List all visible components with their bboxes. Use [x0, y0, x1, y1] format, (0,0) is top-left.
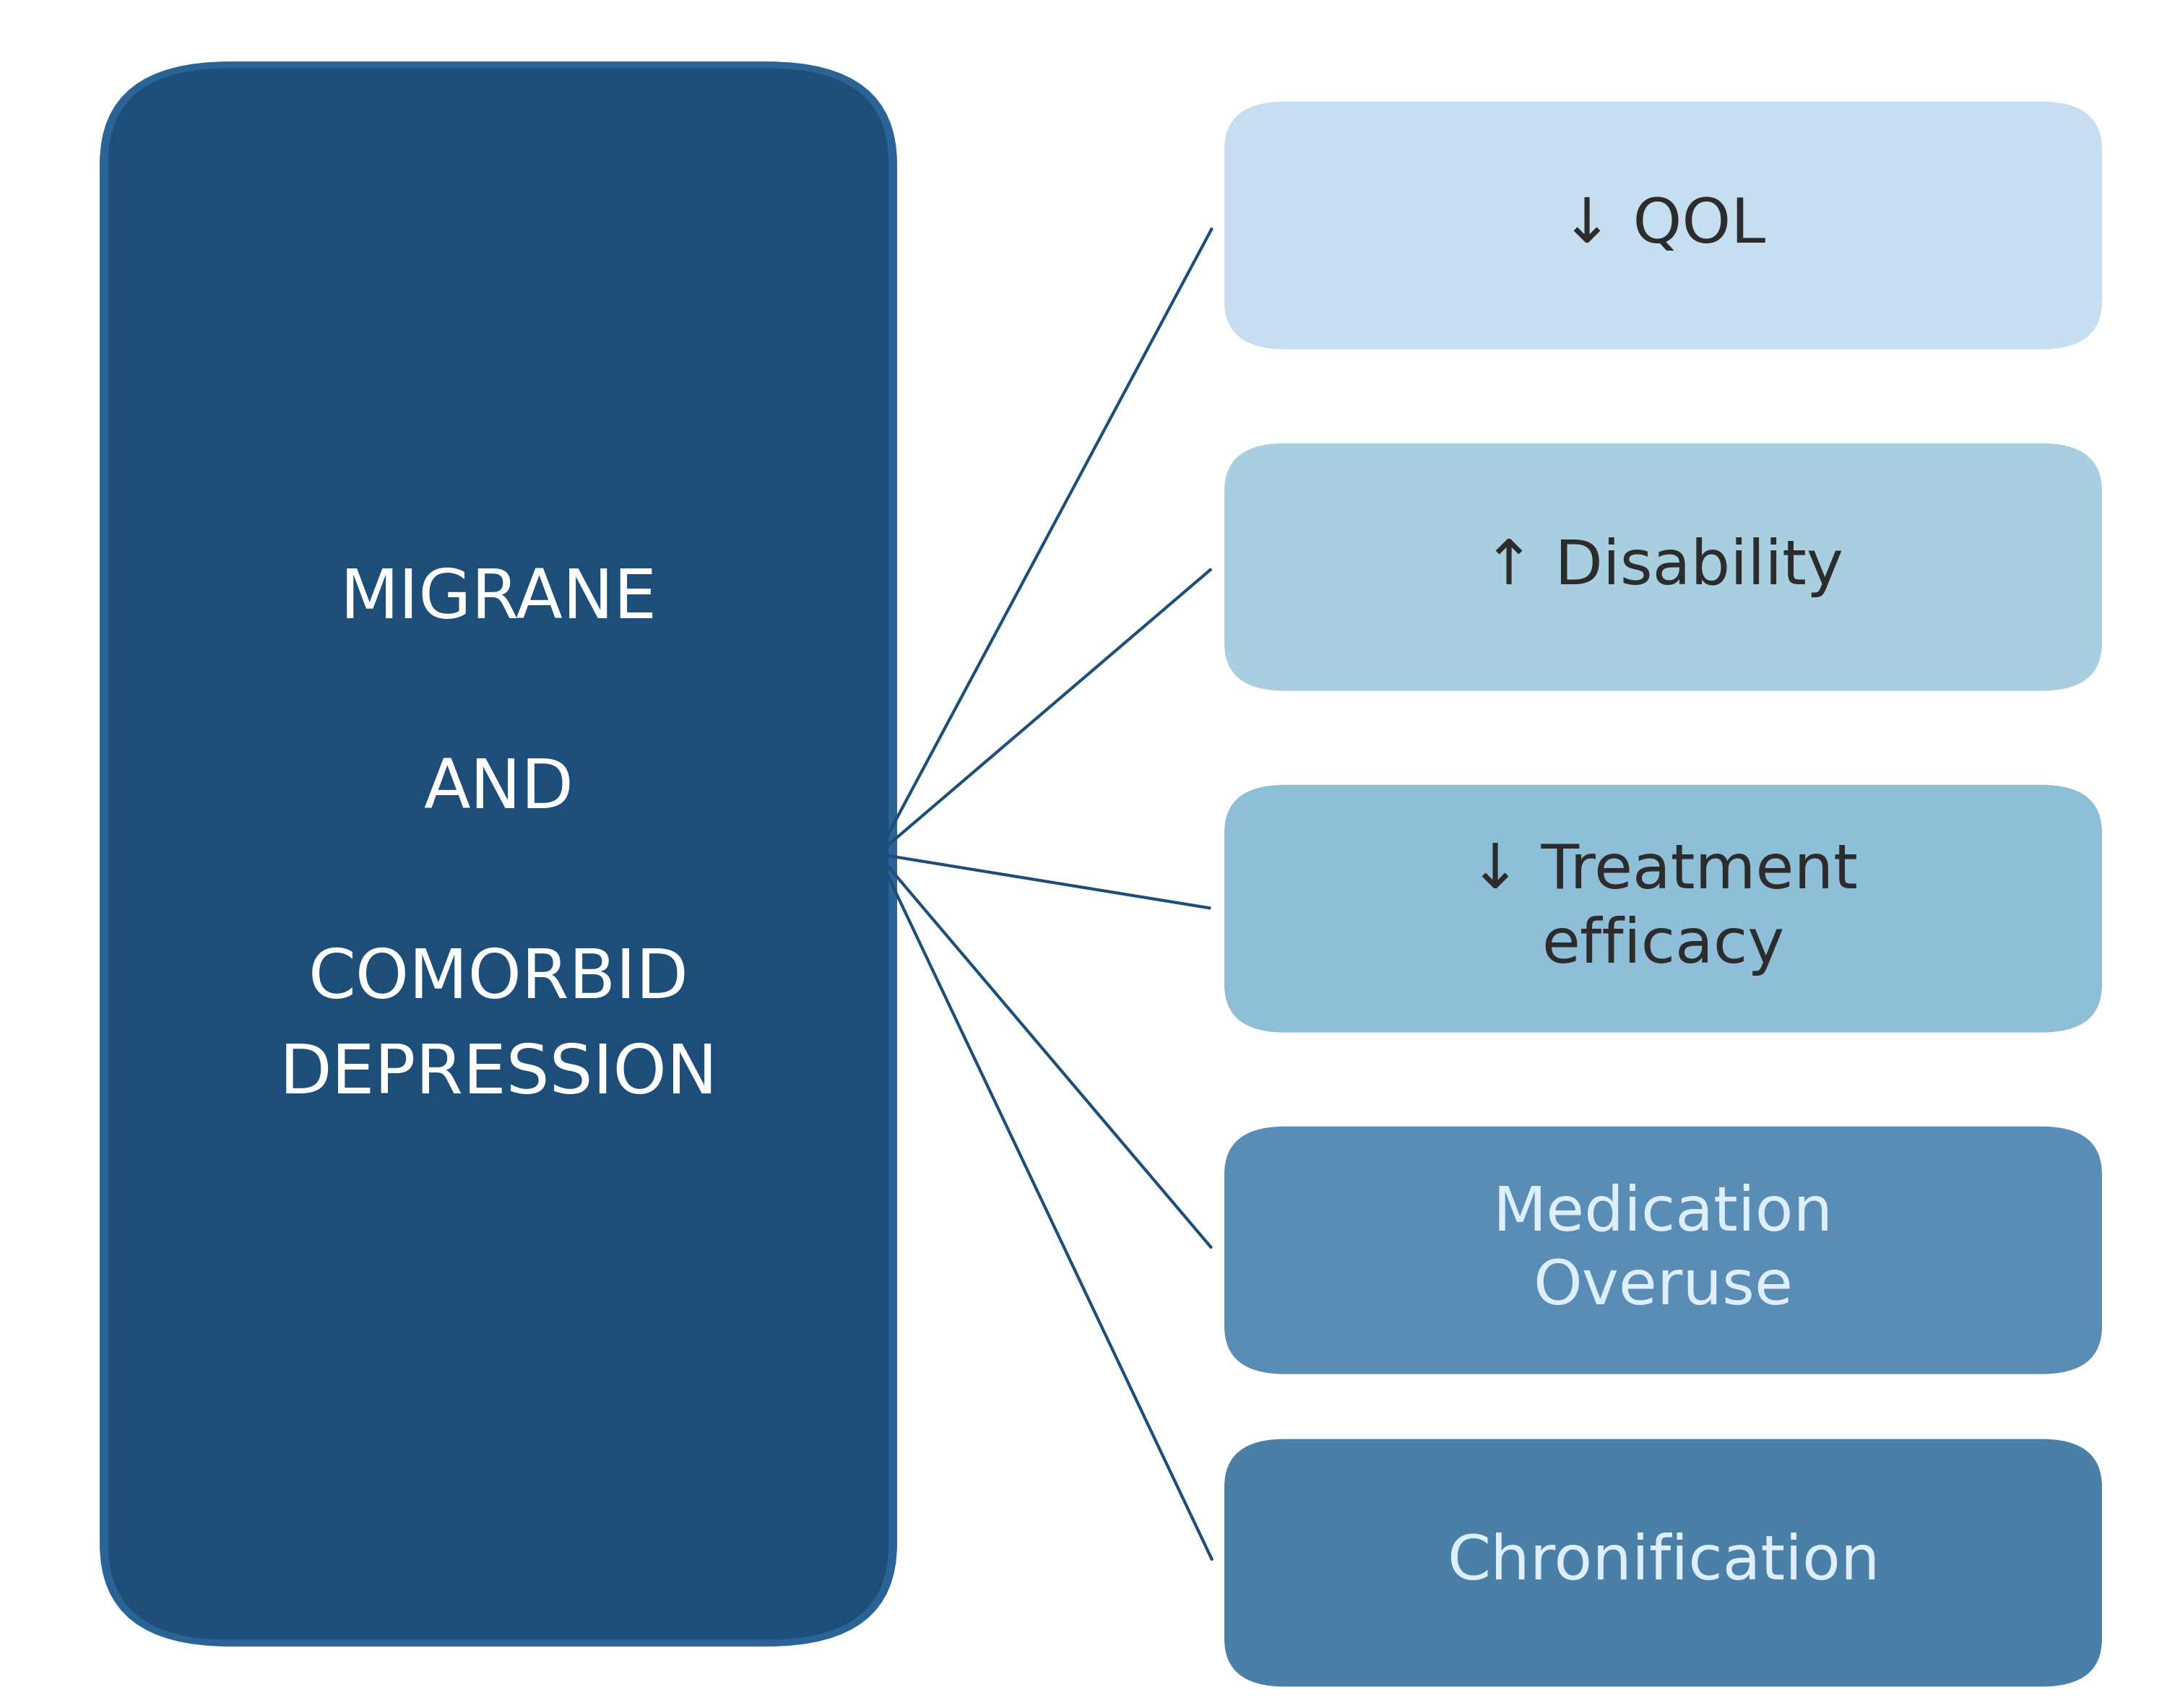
Text: MIGRANE

AND

COMORBID
DEPRESSION: MIGRANE AND COMORBID DEPRESSION [280, 565, 717, 1108]
Text: ↓ QOL: ↓ QOL [1560, 195, 1766, 256]
Text: ↑ Disability: ↑ Disability [1482, 536, 1844, 598]
FancyBboxPatch shape [1224, 444, 2102, 690]
FancyBboxPatch shape [100, 61, 897, 1647]
FancyBboxPatch shape [108, 68, 888, 1640]
FancyBboxPatch shape [1224, 786, 2102, 1032]
Text: Medication
Overuse: Medication Overuse [1493, 1184, 1833, 1317]
Text: Chronification: Chronification [1448, 1532, 1879, 1594]
FancyBboxPatch shape [1224, 102, 2102, 350]
Text: ↓ Treatment
efficacy: ↓ Treatment efficacy [1469, 842, 1857, 975]
FancyBboxPatch shape [1224, 1438, 2102, 1688]
FancyBboxPatch shape [1224, 1127, 2102, 1373]
